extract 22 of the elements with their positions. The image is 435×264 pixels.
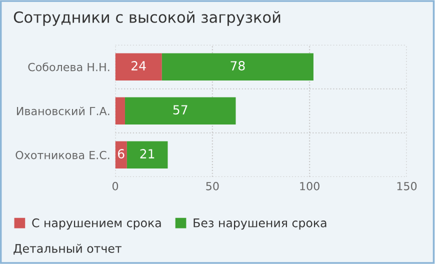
x-tick-label: 100 <box>300 182 320 190</box>
x-tick-label: 150 <box>397 182 417 190</box>
bar <box>115 97 125 125</box>
x-tick-label: 0 <box>112 182 118 190</box>
data-label: 6 <box>118 149 124 159</box>
data-label: 21 <box>140 149 154 158</box>
bar <box>124 97 236 125</box>
y-tick-label: Ивановский Г.А. <box>16 106 110 116</box>
bar <box>115 53 162 81</box>
text: Детальный отчет <box>14 244 122 255</box>
legend-label: Без нарушения срока <box>194 218 326 230</box>
data-label: 24 <box>132 61 146 70</box>
y-tick-label: Охотникова Е.С. <box>16 150 110 160</box>
chart-title: Сотрудники с высокой загрузкой <box>14 11 280 26</box>
y-tick-label: Соболева Н.Н. <box>28 62 110 72</box>
data-label: 78 <box>230 61 245 71</box>
data-label: 57 <box>173 105 188 115</box>
bar <box>126 141 168 169</box>
bar <box>162 53 314 81</box>
bar <box>115 141 127 169</box>
legend-label: С нарушением срока <box>32 218 161 230</box>
x-tick-label: 50 <box>206 182 219 190</box>
